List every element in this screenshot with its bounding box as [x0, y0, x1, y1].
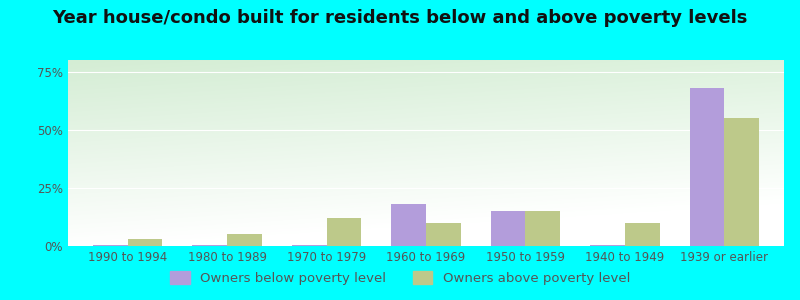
Bar: [490, 211, 526, 246]
Bar: [93, 245, 128, 246]
Bar: [391, 204, 426, 246]
Bar: [192, 245, 227, 246]
Bar: [690, 88, 724, 246]
Bar: [590, 245, 625, 246]
Bar: [326, 218, 362, 246]
Bar: [526, 211, 560, 246]
Bar: [426, 223, 461, 246]
Text: Year house/condo built for residents below and above poverty levels: Year house/condo built for residents bel…: [52, 9, 748, 27]
Bar: [128, 239, 162, 246]
Bar: [292, 245, 326, 246]
Bar: [227, 234, 262, 246]
Legend: Owners below poverty level, Owners above poverty level: Owners below poverty level, Owners above…: [165, 266, 635, 290]
Bar: [625, 223, 660, 246]
Bar: [724, 118, 759, 246]
